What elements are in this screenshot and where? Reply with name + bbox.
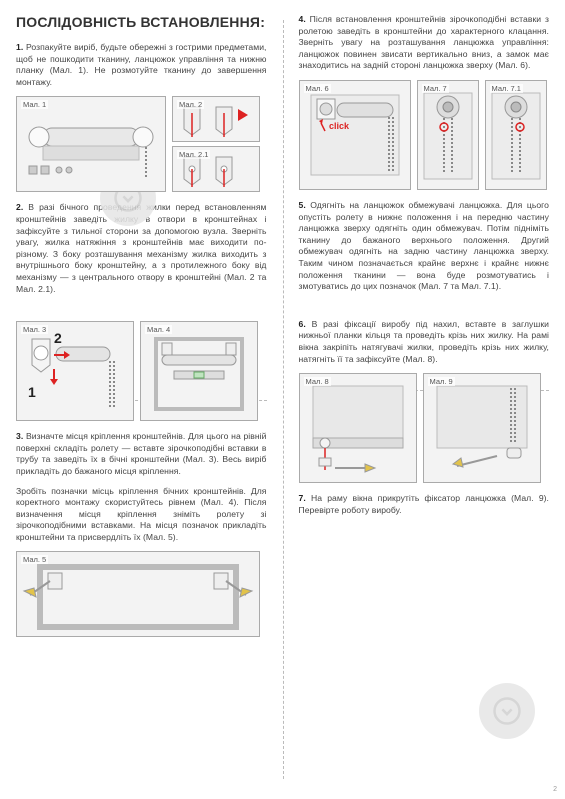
figure-label: Мал. 3: [21, 325, 48, 334]
chain-limiter-icon: [420, 85, 476, 185]
page-title: ПОСЛІДОВНІСТЬ ВСТАНОВЛЕННЯ:: [16, 14, 267, 30]
figure-5: Мал. 5: [16, 551, 260, 637]
watermark-icon: [479, 683, 535, 739]
level-mount-icon: [144, 325, 254, 417]
figure-row-2: Мал. 3 1 2 Мал. 4: [16, 321, 267, 421]
figure-row-3: Мал. 5: [16, 551, 267, 637]
figure-label: Мал. 7: [422, 84, 449, 93]
figure-label: Мал. 2: [177, 100, 204, 109]
figure-1: Мал. 1: [16, 96, 166, 192]
click-label: click: [329, 121, 350, 131]
figure-7-1: Мал. 7.1: [485, 80, 547, 190]
step-3-text-a: 3. Визначте місця кріплення кронштейнів.…: [16, 431, 267, 477]
vertical-divider: [283, 20, 284, 779]
figure-label: Мал. 5: [21, 555, 48, 564]
figure-label: Мал. 6: [304, 84, 331, 93]
page-number: 2: [553, 786, 557, 793]
figure-2-1: Мал. 2.1: [172, 146, 260, 192]
step-5-text: 5. Одягніть на ланцюжок обмежувачі ланцю…: [299, 200, 550, 293]
figure-label: Мал. 8: [304, 377, 331, 386]
chain-limiter-alt-icon: [488, 85, 544, 185]
figure-label: Мал. 9: [428, 377, 455, 386]
figure-label: Мал. 4: [145, 325, 172, 334]
figure-6: Мал. 6 click: [299, 80, 411, 190]
figure-2: Мал. 2: [172, 96, 260, 142]
figure-9: Мал. 9: [423, 373, 541, 483]
figure-label: Мал. 2.1: [177, 150, 210, 159]
step-7-text: 7. На раму вікна прикрутіть фіксатор лан…: [299, 493, 550, 516]
figure-3: Мал. 3 1 2: [16, 321, 134, 421]
left-column: ПОСЛІДОВНІСТЬ ВСТАНОВЛЕННЯ: 1. Розпакуйт…: [0, 0, 283, 799]
figure-4: Мал. 4: [140, 321, 258, 421]
figure-row-4: Мал. 6 click Мал. 7: [299, 80, 550, 190]
step-arrow-2-num: 2: [54, 330, 62, 346]
chain-holder-fix-icon: [427, 378, 537, 478]
step-1-text: 1. Розпакуйте виріб, будьте обережні з г…: [16, 42, 267, 88]
tensioner-fix-icon: [303, 378, 413, 478]
step-arrow-1-num: 1: [28, 384, 36, 400]
frame-brackets-icon: [20, 555, 256, 633]
roller-blind-parts-icon: [21, 104, 161, 184]
figure-8: Мал. 8: [299, 373, 417, 483]
step-6-text: 6. В разі фіксації виробу під нахил, вст…: [299, 319, 550, 365]
figure-label: Мал. 7.1: [490, 84, 523, 93]
right-column: 4. Після встановлення кронштейнів зірочк…: [283, 0, 565, 799]
figure-row-1: Мал. 1 Мал. 2: [16, 96, 267, 192]
figure-label: Мал. 1: [21, 100, 48, 109]
bracket-assembly-icon: 1 2: [20, 325, 130, 417]
click-mount-icon: click: [303, 85, 407, 185]
figure-7: Мал. 7: [417, 80, 479, 190]
figure-row-5: Мал. 8 Мал. 9: [299, 373, 550, 483]
step-3-text-b: Зробіть позначки місць кріплення бічних …: [16, 486, 267, 544]
step-4-text: 4. Після встановлення кронштейнів зірочк…: [299, 14, 550, 72]
